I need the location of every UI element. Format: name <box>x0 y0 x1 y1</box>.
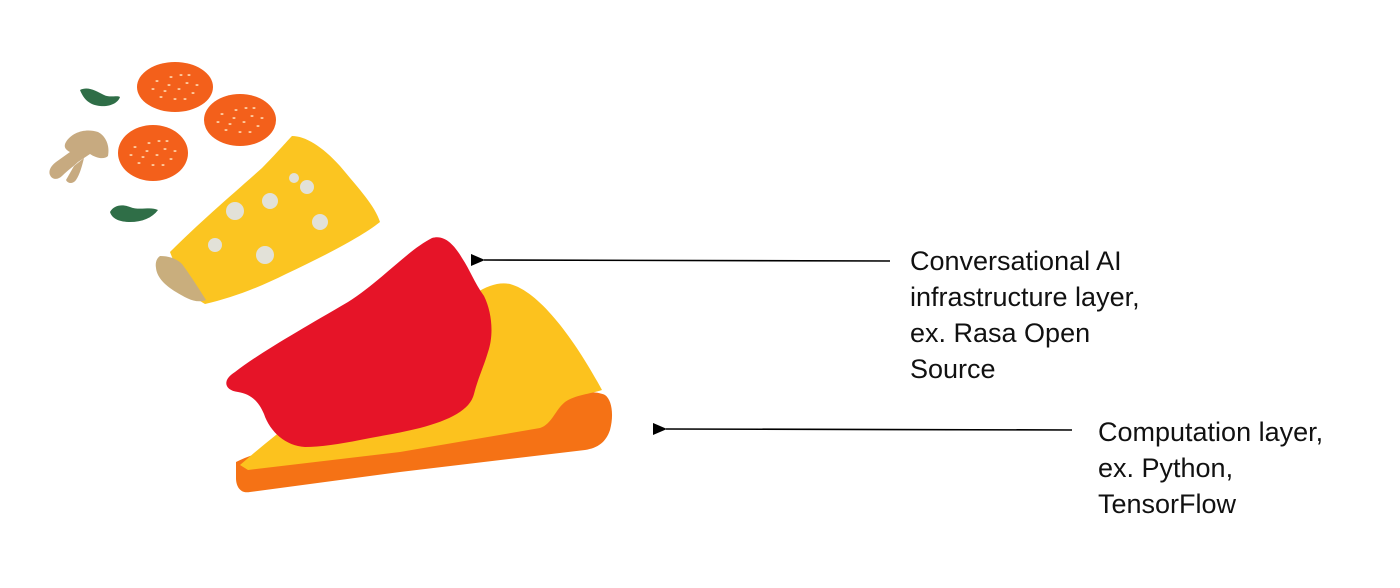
cheese-wedge-icon <box>155 136 380 304</box>
arrow-to-crust-layer <box>652 422 1073 435</box>
label-computation-layer: Computation layer, ex. Python, TensorFlo… <box>1098 414 1323 522</box>
pepperoni-speckle <box>256 125 260 127</box>
label-line: TensorFlow <box>1098 489 1237 519</box>
pepperoni-speckle <box>248 131 252 133</box>
cheese-rind <box>155 256 206 302</box>
pepperoni-speckle <box>238 131 242 133</box>
pepperoni-speckle <box>179 74 183 76</box>
label-infrastructure-layer: Conversational AI infrastructure layer, … <box>910 243 1140 387</box>
basil-leaf-icon <box>110 205 158 222</box>
cheese-hole <box>262 193 278 209</box>
pepperoni-speckle <box>169 76 173 78</box>
pepperoni-speckle <box>242 121 246 123</box>
cheese-hole <box>312 214 328 230</box>
pepperoni-speckle <box>163 148 167 150</box>
pepperoni-speckle <box>185 82 189 84</box>
pepperoni-speckle <box>157 140 161 142</box>
arrow-to-sauce-layer <box>470 253 891 266</box>
pepperoni-speckle <box>155 80 159 82</box>
pepperoni-speckle <box>167 84 171 86</box>
pepperoni-speckle <box>173 150 177 152</box>
pepperoni-speckle <box>234 109 238 111</box>
pepperoni-speckle <box>224 129 228 131</box>
pepperoni-speckle <box>147 142 151 144</box>
pepperoni-speckle <box>260 117 264 119</box>
pepperoni-icon <box>204 94 276 146</box>
pepperoni-speckle <box>187 74 191 76</box>
sauce-layer-shape <box>226 237 492 447</box>
label-line: ex. Rasa Open <box>910 318 1091 348</box>
pepperoni-speckle <box>129 154 133 156</box>
cheese-hole <box>289 173 299 183</box>
cheese-hole <box>256 246 274 264</box>
pepperoni-speckle <box>177 88 181 90</box>
pepperoni-speckle <box>228 123 232 125</box>
pepperoni-speckle <box>137 162 141 164</box>
pepperoni-speckle <box>161 164 165 166</box>
pepperoni-speckle <box>155 154 159 156</box>
pepperoni-speckle <box>216 121 220 123</box>
pepperoni-icon <box>118 125 188 181</box>
pepperoni-speckle <box>151 88 155 90</box>
pepperoni-speckle <box>173 98 177 100</box>
label-line: infrastructure layer, <box>910 282 1140 312</box>
pepperoni-speckle <box>195 84 199 86</box>
cheese-hole <box>208 238 222 252</box>
pepperoni-speckle <box>159 96 163 98</box>
pepperoni-speckle <box>133 146 137 148</box>
pepperoni-speckle <box>191 92 195 94</box>
pepperoni-speckle <box>244 107 248 109</box>
label-line: ex. Python, <box>1098 453 1234 483</box>
pepperoni-speckle <box>169 158 173 160</box>
pepperoni-speckle <box>165 140 169 142</box>
pepperoni-speckle <box>220 113 224 115</box>
pepperoni-speckle <box>232 117 236 119</box>
pizza-slice-icon <box>226 237 613 493</box>
label-line: Computation layer, <box>1098 417 1324 447</box>
cheese-hole <box>226 202 244 220</box>
cheese-wedge-body <box>170 136 380 304</box>
pepperoni-icon <box>137 62 213 112</box>
label-line: Conversational AI <box>910 246 1122 276</box>
pepperoni-speckle <box>250 115 254 117</box>
pepperoni-speckle <box>183 98 187 100</box>
mushroom-icon <box>49 130 109 183</box>
pepperoni-speckle <box>145 150 149 152</box>
pepperoni-speckle <box>141 156 145 158</box>
label-line: Source <box>910 354 996 384</box>
basil-leaf-icon <box>80 88 120 107</box>
pepperoni-speckle <box>252 107 256 109</box>
cheese-hole <box>300 180 314 194</box>
pepperoni-speckle <box>163 90 167 92</box>
pepperoni-speckle <box>151 164 155 166</box>
